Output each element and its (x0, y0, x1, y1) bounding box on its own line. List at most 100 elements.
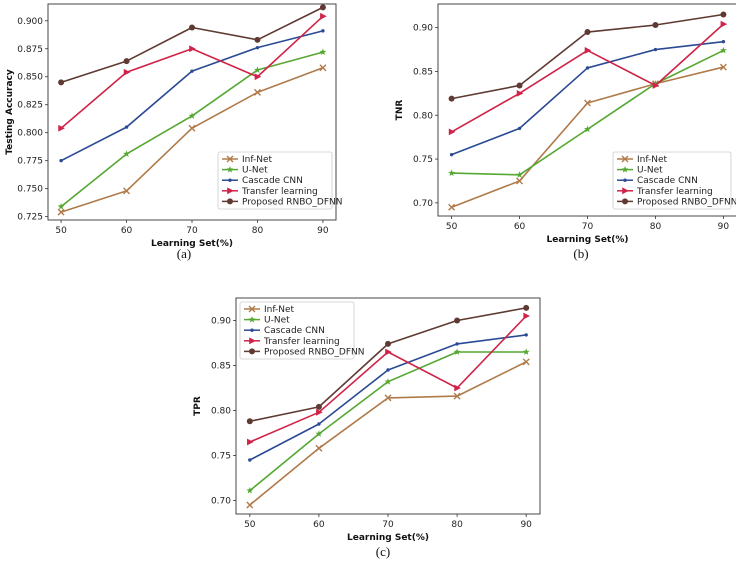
legend-label-inf-net: Inf-Net (264, 305, 295, 315)
data-point-inf-net (584, 99, 591, 107)
data-point-transfer-learning (652, 82, 660, 89)
x-tick-label: 80 (451, 520, 463, 530)
data-point-cascade-cnn (653, 47, 658, 52)
data-point-cascade-cnn (449, 152, 454, 157)
data-point-transfer-learning (516, 89, 524, 97)
data-point-u-net (719, 46, 727, 54)
data-point-proposed-rnbo-dfnn (246, 418, 253, 425)
data-point-transfer-learning (123, 68, 131, 76)
data-point-proposed-rnbo-dfnn (123, 58, 130, 65)
y-tick-label: 0.70 (211, 497, 231, 507)
data-point-cascade-cnn (585, 66, 590, 70)
data-point-inf-net (319, 64, 327, 72)
x-axis-label: Learning Set(%) (151, 239, 233, 249)
panel-caption: (b) (573, 246, 588, 261)
y-tick-label: 0.90 (211, 317, 231, 327)
legend-label-cascade-cnn: Cascade CNN (242, 176, 303, 186)
data-point-transfer-learning (58, 124, 65, 132)
x-tick-label: 70 (186, 226, 198, 236)
y-tick-label: 0.800 (17, 129, 43, 139)
legend-marker-proposed-rnbo-dfnn (227, 198, 233, 205)
data-point-inf-net (188, 124, 196, 132)
data-point-cascade-cnn (517, 126, 522, 131)
legend-marker-inf-net (226, 155, 234, 163)
legend-label-u-net: U-Net (264, 316, 290, 326)
legend-box (217, 151, 333, 210)
data-point-transfer-learning (254, 73, 262, 81)
y-tick-label: 0.900 (17, 17, 43, 27)
legend-box (612, 151, 732, 210)
legend-label-proposed-rnbo-dfnn: Proposed RNBO_DFNN (637, 197, 736, 207)
y-tick-label: 0.85 (211, 362, 231, 372)
series-line-u-net (249, 351, 527, 492)
data-point-cascade-cnn (255, 45, 260, 50)
data-point-inf-net (123, 187, 131, 195)
data-point-transfer-learning (523, 312, 530, 320)
legend-label-transfer-learning: Transfer learning (636, 187, 713, 197)
chart-b: 50 60 70 80 90 0.70 0.75 0.80 0.85 0.90 Learning S… (395, 3, 736, 261)
data-point-inf-net (448, 203, 456, 211)
data-point-u-net (246, 487, 254, 494)
data-point-inf-net (57, 208, 65, 216)
x-tick-label: 70 (382, 520, 394, 530)
legend-label-cascade-cnn: Cascade CNN (637, 176, 698, 186)
legend-marker-proposed-rnbo-dfnn (249, 348, 255, 355)
x-axis-label: Learning Set(%) (347, 533, 429, 543)
data-point-proposed-rnbo-dfnn (516, 82, 523, 89)
data-point-inf-net (253, 88, 261, 96)
data-point-u-net (516, 171, 523, 178)
y-tick-label: 0.825 (17, 101, 43, 111)
y-axis-label: TNR (395, 100, 405, 121)
data-point-proposed-rnbo-dfnn (448, 95, 455, 102)
data-point-transfer-learning (454, 384, 461, 392)
data-point-proposed-rnbo-dfnn (385, 340, 391, 347)
legend-label-transfer-learning: Transfer learning (241, 187, 318, 197)
data-point-transfer-learning (448, 128, 456, 136)
chart-a: 50 60 70 80 90 0.725 0.750 0.775 0.800 0.825 0.850… (5, 3, 342, 261)
data-point-inf-net (453, 392, 461, 400)
y-tick-label: 0.875 (17, 45, 43, 55)
data-point-u-net (384, 378, 392, 385)
data-point-proposed-rnbo-dfnn (584, 29, 591, 36)
data-point-u-net (254, 66, 261, 73)
y-tick-label: 0.75 (211, 452, 231, 462)
data-point-proposed-rnbo-dfnn (319, 4, 326, 11)
data-point-cascade-cnn (455, 342, 459, 346)
data-point-u-net (652, 80, 659, 87)
legend-marker-cascade-cnn (228, 178, 232, 182)
data-point-u-net (584, 125, 591, 133)
y-axis-label: TPR (193, 396, 203, 416)
data-point-proposed-rnbo-dfnn (58, 79, 65, 86)
y-tick-label: 0.70 (413, 199, 433, 209)
data-point-transfer-learning (189, 45, 196, 53)
data-point-proposed-rnbo-dfnn (189, 24, 195, 31)
legend-marker-u-net (621, 166, 629, 173)
data-point-transfer-learning (320, 12, 327, 20)
y-tick-label: 0.775 (17, 157, 43, 167)
legend-box (239, 301, 355, 360)
legend-label-inf-net: Inf-Net (242, 155, 273, 165)
data-point-u-net (188, 112, 196, 119)
data-point-proposed-rnbo-dfnn (652, 22, 659, 29)
legend-marker-inf-net (248, 305, 256, 313)
data-point-cascade-cnn (721, 39, 726, 44)
legend-label-cascade-cnn: Cascade CNN (264, 326, 325, 336)
data-point-transfer-learning (385, 348, 392, 356)
x-tick-label: 50 (244, 520, 256, 530)
y-tick-label: 0.850 (17, 73, 43, 83)
x-tick-label: 70 (582, 222, 594, 232)
legend-marker-transfer-learning (249, 337, 256, 345)
x-tick-label: 50 (446, 222, 458, 232)
data-point-cascade-cnn (317, 422, 321, 426)
legend-marker-u-net (226, 166, 234, 173)
x-tick-label: 80 (650, 222, 662, 232)
legend-marker-transfer-learning (227, 187, 234, 195)
series-line-transfer-learning (451, 23, 724, 133)
data-point-u-net (448, 169, 456, 176)
series-line-inf-net (249, 361, 527, 506)
data-point-transfer-learning (584, 47, 592, 54)
data-point-inf-net (522, 358, 530, 366)
series-line-cascade-cnn (451, 40, 724, 156)
legend-marker-cascade-cnn (623, 178, 627, 182)
